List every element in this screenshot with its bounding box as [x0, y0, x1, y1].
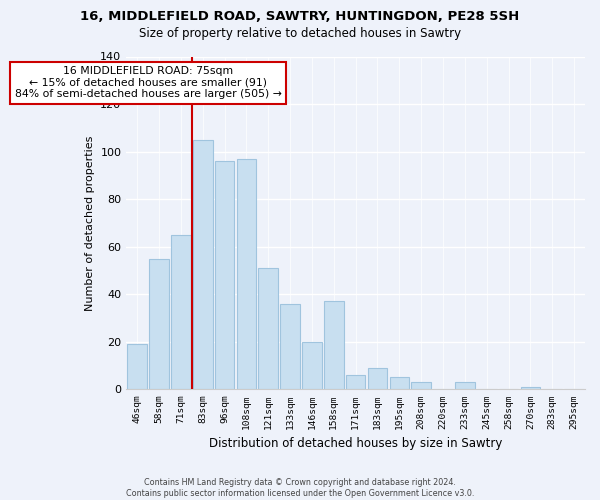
Bar	[259, 268, 278, 390]
Bar	[149, 258, 169, 390]
Bar	[171, 235, 191, 390]
Bar	[368, 368, 388, 390]
Bar	[193, 140, 212, 390]
Bar	[389, 378, 409, 390]
Bar	[346, 375, 365, 390]
Bar	[455, 382, 475, 390]
X-axis label: Distribution of detached houses by size in Sawtry: Distribution of detached houses by size …	[209, 437, 502, 450]
Text: Size of property relative to detached houses in Sawtry: Size of property relative to detached ho…	[139, 28, 461, 40]
Bar	[236, 158, 256, 390]
Bar	[215, 161, 235, 390]
Bar	[127, 344, 147, 390]
Bar	[324, 302, 344, 390]
Bar	[280, 304, 300, 390]
Bar	[302, 342, 322, 390]
Text: 16 MIDDLEFIELD ROAD: 75sqm
← 15% of detached houses are smaller (91)
84% of semi: 16 MIDDLEFIELD ROAD: 75sqm ← 15% of deta…	[15, 66, 281, 99]
Y-axis label: Number of detached properties: Number of detached properties	[85, 135, 95, 310]
Text: Contains HM Land Registry data © Crown copyright and database right 2024.
Contai: Contains HM Land Registry data © Crown c…	[126, 478, 474, 498]
Text: 16, MIDDLEFIELD ROAD, SAWTRY, HUNTINGDON, PE28 5SH: 16, MIDDLEFIELD ROAD, SAWTRY, HUNTINGDON…	[80, 10, 520, 23]
Bar	[521, 387, 540, 390]
Bar	[412, 382, 431, 390]
